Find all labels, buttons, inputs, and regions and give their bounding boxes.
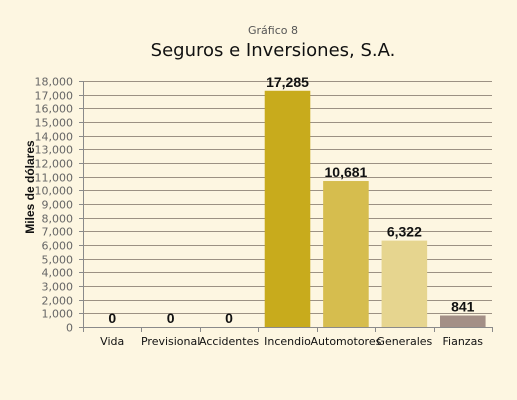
x-tick-label: Vida	[100, 335, 124, 348]
y-tick-label: 13,000	[35, 144, 74, 157]
y-tick-label: 16,000	[35, 103, 74, 116]
x-tick-label: Previsional	[141, 335, 200, 348]
x-tick-label: Automotores	[311, 335, 382, 348]
y-tick-label: 17,000	[35, 90, 74, 103]
bar	[381, 240, 428, 327]
y-tick-label: 11,000	[35, 172, 74, 185]
y-axis-label: Miles de dólares	[23, 140, 37, 234]
data-label: 0	[167, 310, 175, 326]
data-label: 17,285	[266, 74, 309, 90]
y-tick-label: 8,000	[42, 213, 74, 226]
y-tick-label: 10,000	[35, 185, 74, 198]
x-tick-label: Incendio	[264, 335, 311, 348]
y-tick-label: 3,000	[42, 281, 74, 294]
y-tick-label: 2,000	[42, 295, 74, 308]
y-tick-label: 0	[66, 322, 73, 335]
data-label: 841	[451, 299, 475, 315]
data-label: 0	[108, 310, 116, 326]
y-tick-label: 1,000	[42, 308, 74, 321]
data-label: 6,322	[387, 224, 422, 240]
chart-subtitle: Gráfico 8	[248, 24, 298, 37]
data-labels: 0 0 0 17,285 10,681 6,322 841	[108, 74, 474, 326]
data-label: 10,681	[325, 164, 368, 180]
x-tick-label: Generales	[376, 335, 432, 348]
y-tick-label: 6,000	[42, 240, 74, 253]
y-tick-label: 4,000	[42, 267, 74, 280]
y-tick-label: 18,000	[35, 76, 74, 89]
chart-title: Seguros e Inversiones, S.A.	[151, 40, 396, 61]
axes	[83, 81, 492, 331]
x-tick-label: Accidentes	[199, 335, 259, 348]
bar	[264, 90, 311, 327]
data-label: 0	[225, 310, 233, 326]
y-tick-label: 5,000	[42, 254, 74, 267]
y-tick-label: 15,000	[35, 117, 74, 130]
y-axis-ticks: 01,0002,0003,0004,0005,0006,0007,0008,00…	[35, 76, 83, 335]
y-tick-label: 14,000	[35, 131, 74, 144]
y-tick-label: 7,000	[42, 226, 74, 239]
bar	[439, 315, 486, 327]
bar	[323, 181, 369, 327]
y-tick-label: 12,000	[35, 158, 74, 171]
bars	[264, 90, 486, 327]
y-tick-label: 9,000	[42, 199, 74, 212]
x-tick-label: Fianzas	[443, 335, 484, 348]
